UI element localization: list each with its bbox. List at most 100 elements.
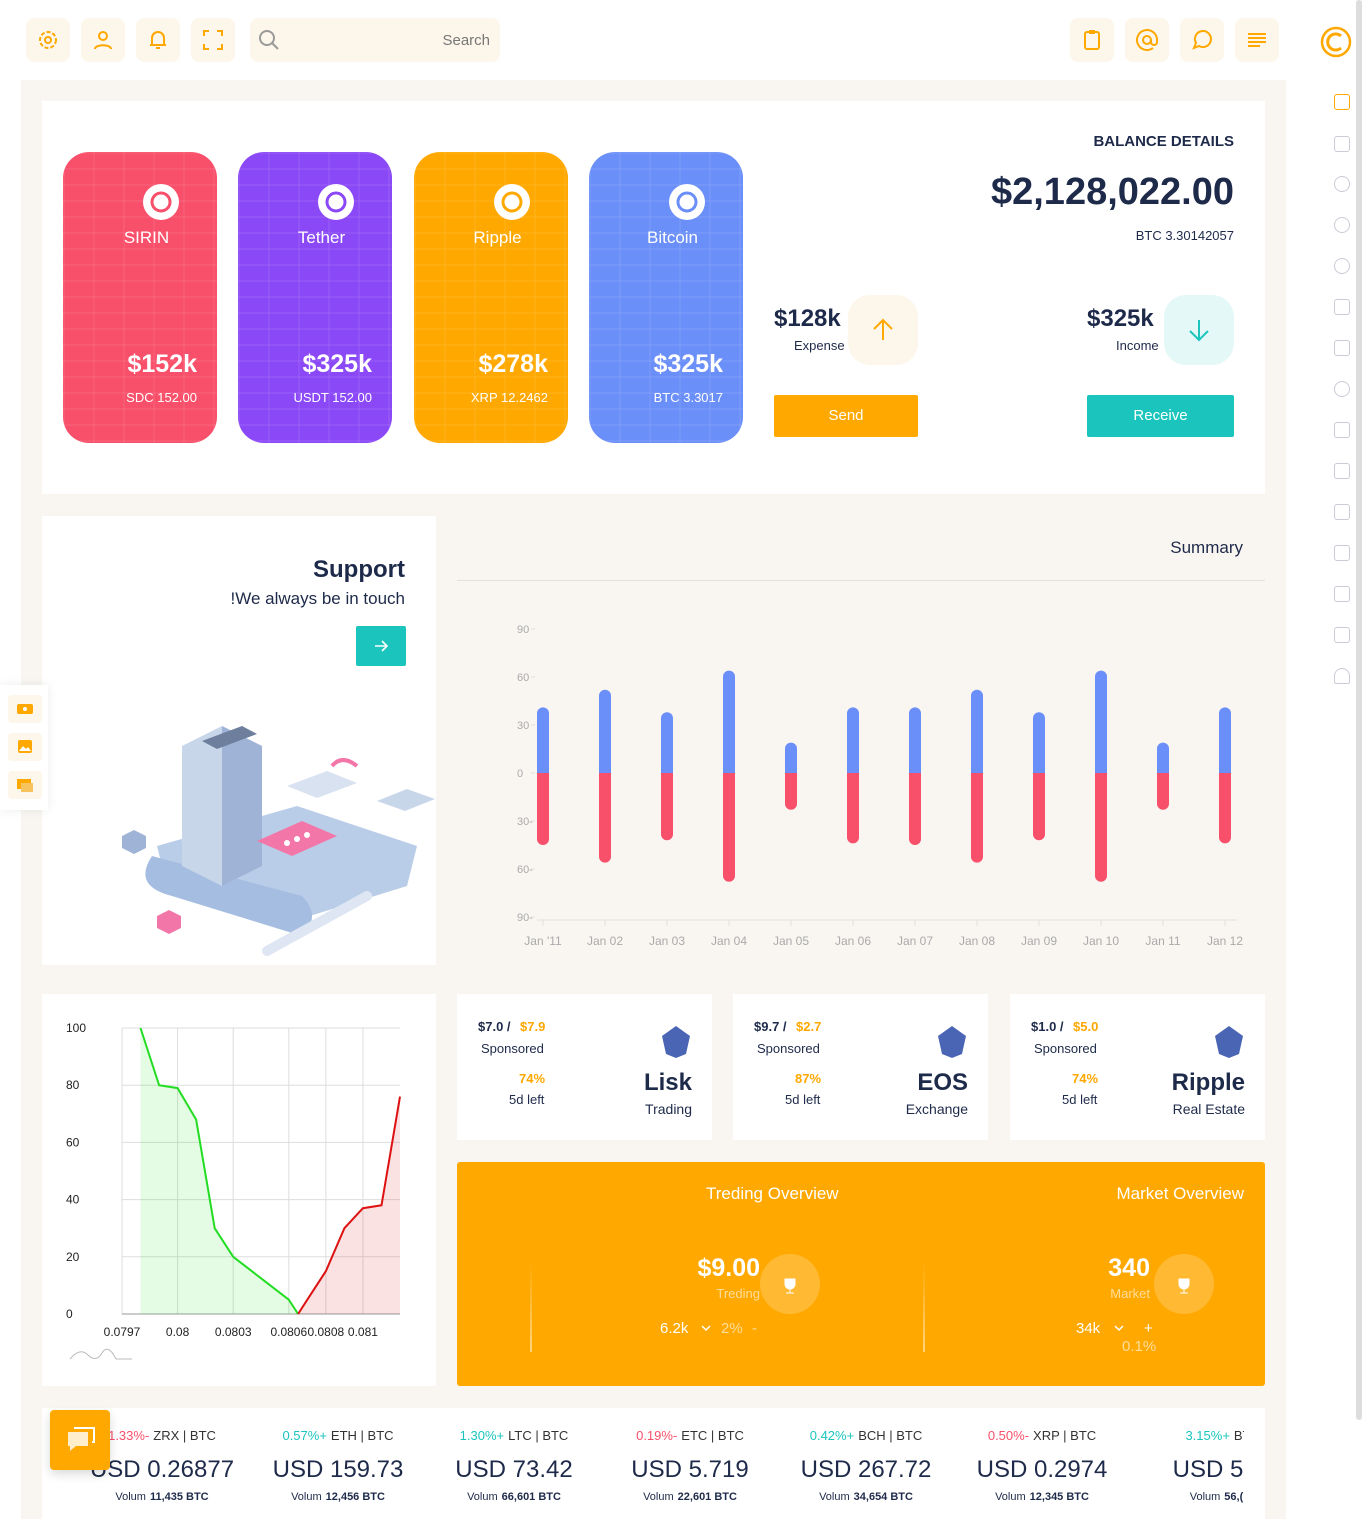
ticker-unit: BTC — [362, 1491, 385, 1503]
user-button[interactable] — [81, 18, 125, 62]
trophy-icon — [1154, 1254, 1214, 1314]
y-tick-label: 60 — [66, 1135, 80, 1149]
chat-button[interactable] — [1180, 18, 1224, 62]
ticker-pair: ETC | BTC — [681, 1428, 744, 1443]
nav-icon[interactable] — [1334, 586, 1350, 602]
nav-icon[interactable] — [1334, 217, 1350, 233]
quick-button[interactable] — [8, 733, 42, 761]
quick-button[interactable] — [8, 695, 42, 723]
menu-button[interactable] — [1235, 18, 1279, 62]
nav-dashboard[interactable] — [1334, 94, 1350, 110]
clipboard-button[interactable] — [1070, 18, 1114, 62]
sparkline — [923, 1262, 925, 1352]
scrollbar[interactable] — [1356, 0, 1362, 1420]
fullscreen-button[interactable] — [191, 18, 235, 62]
nav-icon[interactable] — [1334, 299, 1350, 315]
y-tick-label: 90 — [517, 624, 529, 636]
chart-title: Summary — [1170, 538, 1243, 557]
support-illustration — [122, 726, 435, 956]
ticker-pair: BT — [1233, 1428, 1244, 1443]
ticker-pair: BCH | BTC — [858, 1428, 923, 1443]
x-tick-label: Jan 10 — [1083, 934, 1119, 948]
bar — [1033, 712, 1045, 773]
y-tick-label: 80 — [66, 1078, 80, 1092]
expense-label: Expense — [794, 338, 845, 353]
quick-panel — [0, 685, 48, 810]
receive-button[interactable]: Receive — [1087, 395, 1234, 437]
support-title: Support — [313, 556, 405, 583]
depth-chart: 0 20 40 60 80 100 0.0797 0.08 0.0803 0.0806 0.0808… — [66, 1021, 401, 1360]
offer-percent: 87% — [795, 1071, 822, 1086]
coin-sub: SDC 152.00 — [126, 390, 197, 405]
send-button[interactable]: Send — [774, 395, 918, 437]
x-tick-label: Jan 04 — [711, 934, 747, 948]
coin-value: $325k — [302, 350, 372, 378]
mail-button[interactable] — [1125, 18, 1169, 62]
x-tick-label: 0.0808 — [308, 1325, 345, 1339]
nav-icon[interactable] — [1334, 668, 1350, 684]
x-tick-label: 0.0803 — [215, 1325, 252, 1339]
summary-divider — [457, 580, 1265, 581]
ticker-volume-label: Volum — [643, 1491, 674, 1503]
ticker-volume-row: Volum 34,654 BTC — [786, 1491, 946, 1503]
ticker-volume-label: Volum — [1189, 1491, 1221, 1503]
nav-icon[interactable] — [1334, 258, 1350, 274]
bar — [971, 773, 983, 863]
support-button[interactable] — [356, 626, 406, 666]
bar — [599, 773, 611, 863]
nav-icon[interactable] — [1334, 545, 1350, 561]
offer-left: 5d left — [509, 1092, 545, 1107]
bar-join — [909, 767, 921, 773]
bar-join — [537, 773, 549, 779]
search-placeholder: Search — [442, 32, 490, 49]
bar — [723, 670, 735, 773]
offer-target: $5.0 — [1073, 1019, 1099, 1034]
ticker-volume-row: Volum 12,345 BTC — [962, 1491, 1122, 1503]
ticker-header: 0.42%+ BCH | BTC — [786, 1428, 946, 1443]
nav-icon[interactable] — [1334, 627, 1350, 643]
notification-button[interactable] — [136, 18, 180, 62]
nav-icon[interactable] — [1334, 136, 1350, 152]
nav-icon[interactable] — [1334, 176, 1350, 192]
ticker-volume-label: Volum — [995, 1491, 1026, 1503]
trading-change: 2% — [721, 1320, 743, 1337]
nav-icon[interactable] — [1334, 381, 1350, 397]
x-tick-label: 0.0797 — [104, 1325, 141, 1339]
offer-name: Ripple — [1171, 1069, 1245, 1096]
summary-chart: Summary 90 60 30 0 30- 60- 90- Jan '11 Jan 02 Jan … — [517, 538, 1243, 948]
dropdown-icon[interactable] — [1113, 1322, 1125, 1334]
y-tick-label: 20 — [66, 1250, 80, 1264]
nav-icon[interactable] — [1334, 422, 1350, 438]
offer-icon — [658, 1024, 694, 1060]
offer-icon — [934, 1024, 970, 1060]
bar — [785, 773, 797, 810]
ticker-volume: 11,435 — [149, 1491, 183, 1503]
ticker-volume-label: Volum — [115, 1491, 146, 1503]
ticker-pair: LTC | BTC — [508, 1428, 569, 1443]
nav-icon[interactable] — [1334, 340, 1350, 356]
offer-target: $2.7 — [796, 1019, 822, 1034]
x-tick-label: Jan 03 — [649, 934, 685, 948]
bar — [909, 707, 921, 773]
bar — [847, 773, 859, 844]
expense-value: $128k — [774, 305, 841, 332]
offer-price: $1.0 / — [1031, 1019, 1064, 1034]
search-box[interactable]: Search — [250, 18, 500, 62]
bar-join — [723, 773, 735, 779]
settings-button[interactable] — [26, 18, 70, 62]
bar-join — [971, 767, 983, 773]
logo[interactable] — [1319, 25, 1353, 59]
ticker-change: 0.42%+ — [809, 1428, 855, 1443]
ticker-volume-row: Volum 66,601 BTC — [434, 1491, 594, 1503]
dropdown-icon[interactable] — [700, 1322, 712, 1334]
chat-launcher[interactable] — [50, 1410, 110, 1470]
bar-join — [1157, 773, 1169, 779]
x-tick-label: Jan '11 — [524, 934, 562, 948]
quick-button[interactable] — [8, 771, 42, 799]
ticker-header: 1.33%- ZRX | BTC — [82, 1428, 242, 1443]
nav-icon[interactable] — [1334, 463, 1350, 479]
bar-join — [599, 767, 611, 773]
area — [298, 1096, 400, 1314]
nav-icon[interactable] — [1334, 504, 1350, 520]
